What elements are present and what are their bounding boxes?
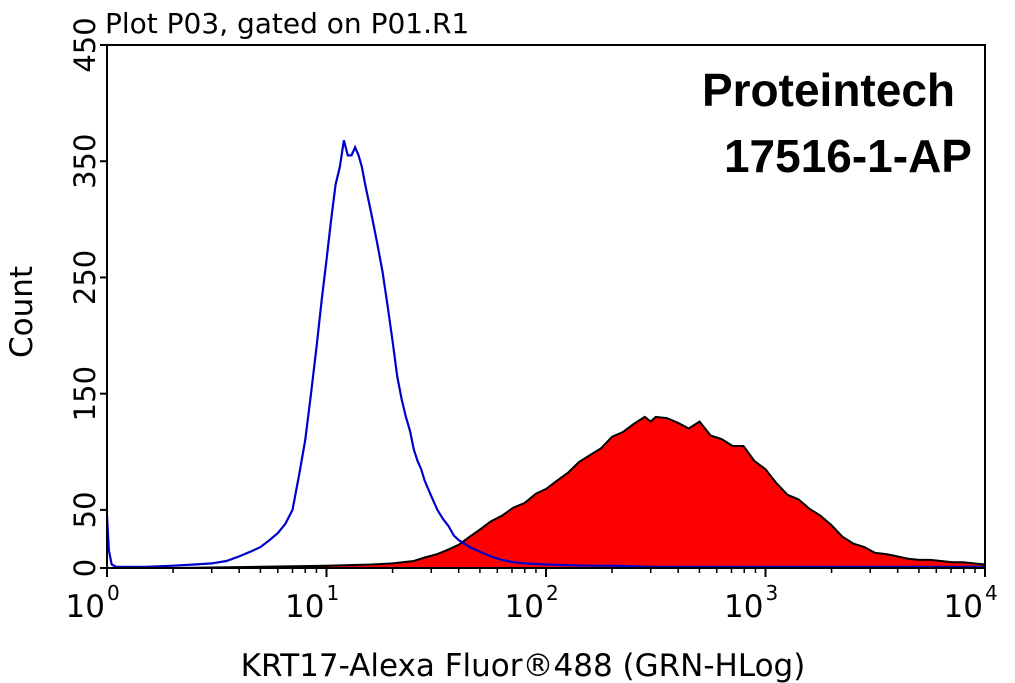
- y-tick-label: 0: [68, 559, 102, 577]
- x-tick-exponent: 4: [985, 581, 998, 605]
- series-control-histogram: [105, 140, 985, 568]
- y-tick-label: 450: [68, 17, 102, 72]
- x-tick-label: 10: [944, 589, 983, 625]
- x-tick-label: 10: [66, 589, 105, 625]
- x-tick-exponent: 1: [327, 581, 340, 605]
- y-tick-label: 150: [68, 366, 102, 421]
- x-tick-exponent: 3: [766, 581, 779, 605]
- y-tick-label: 250: [68, 250, 102, 305]
- y-axis-label: Count: [4, 266, 40, 358]
- series-stained-histogram: [107, 415, 986, 569]
- x-tick-exponent: 0: [107, 581, 120, 605]
- brand-annotation: Proteintech: [702, 64, 955, 116]
- x-tick-label: 10: [724, 589, 763, 625]
- x-tick-exponent: 2: [546, 581, 559, 605]
- plot-area: [105, 140, 986, 569]
- x-tick-label: 10: [285, 589, 324, 625]
- x-tick-label: 10: [505, 589, 544, 625]
- y-tick-label: 50: [68, 491, 102, 528]
- x-axis-label: KRT17-Alexa Fluor®488 (GRN-HLog): [241, 648, 806, 683]
- catalog-annotation: 17516-1-AP: [724, 130, 972, 182]
- y-tick-label: 350: [68, 134, 102, 189]
- chart-title: Plot P03, gated on P01.R1: [105, 7, 469, 40]
